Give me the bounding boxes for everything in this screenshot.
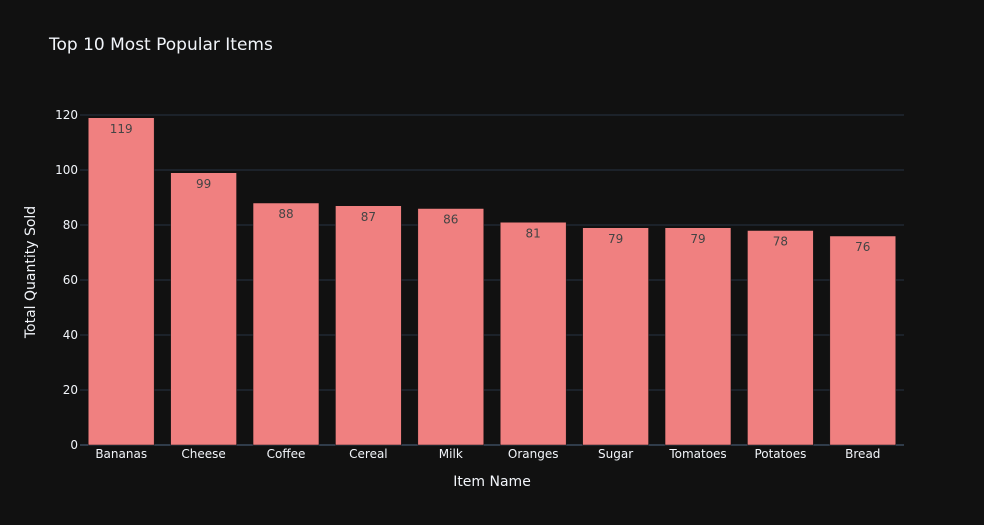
x-tick-label-cheese: Cheese	[181, 447, 225, 461]
bar-milk	[417, 208, 485, 446]
data-label-cheese: 99	[196, 177, 211, 191]
y-tick-label: 80	[63, 218, 78, 232]
y-tick-label: 20	[63, 383, 78, 397]
bar-bread	[829, 235, 897, 446]
x-axis-title: Item Name	[453, 474, 531, 490]
data-label-oranges: 81	[526, 226, 541, 240]
data-label-tomatoes: 79	[690, 232, 705, 246]
data-label-coffee: 88	[278, 207, 293, 221]
y-tick-label: 100	[55, 163, 78, 177]
x-tick-label-sugar: Sugar	[598, 447, 633, 461]
bar-tomatoes	[664, 227, 732, 446]
x-tick-label-potatoes: Potatoes	[754, 447, 806, 461]
data-label-sugar: 79	[608, 232, 623, 246]
data-label-cereal: 87	[361, 210, 376, 224]
y-axis-title: Total Quantity Sold	[23, 206, 39, 339]
x-tick-label-bananas: Bananas	[95, 447, 147, 461]
bar-coffee	[252, 202, 320, 446]
chart-title: Top 10 Most Popular Items	[48, 35, 273, 55]
data-label-potatoes: 78	[773, 235, 788, 249]
x-tick-label-cereal: Cereal	[349, 447, 388, 461]
y-axis-ticks: 0 20 40 60 80 100 120	[55, 108, 78, 452]
bar-bananas	[87, 117, 155, 446]
data-label-milk: 86	[443, 213, 458, 227]
y-tick-label: 60	[63, 273, 78, 287]
x-tick-label-oranges: Oranges	[508, 447, 559, 461]
x-axis-ticks: Bananas Cheese Coffee Cereal Milk Oranges Suga…	[95, 447, 880, 461]
bar-oranges	[499, 222, 567, 446]
bar-cheese	[170, 172, 237, 446]
bar-cereal	[335, 205, 402, 446]
y-tick-label: 120	[55, 108, 78, 122]
data-label-bread: 76	[855, 240, 870, 254]
data-labels: 119 99 88 87 86 81 79 79 78 76	[110, 122, 871, 254]
x-tick-label-bread: Bread	[845, 447, 880, 461]
y-tick-label: 0	[70, 438, 78, 452]
bar-potatoes	[747, 230, 814, 446]
bar-sugar	[582, 227, 649, 446]
x-tick-label-coffee: Coffee	[267, 447, 306, 461]
y-tick-label: 40	[63, 328, 78, 342]
x-tick-label-milk: Milk	[439, 447, 463, 461]
bars	[87, 117, 897, 446]
x-tick-label-tomatoes: Tomatoes	[668, 447, 726, 461]
data-label-bananas: 119	[110, 122, 133, 136]
